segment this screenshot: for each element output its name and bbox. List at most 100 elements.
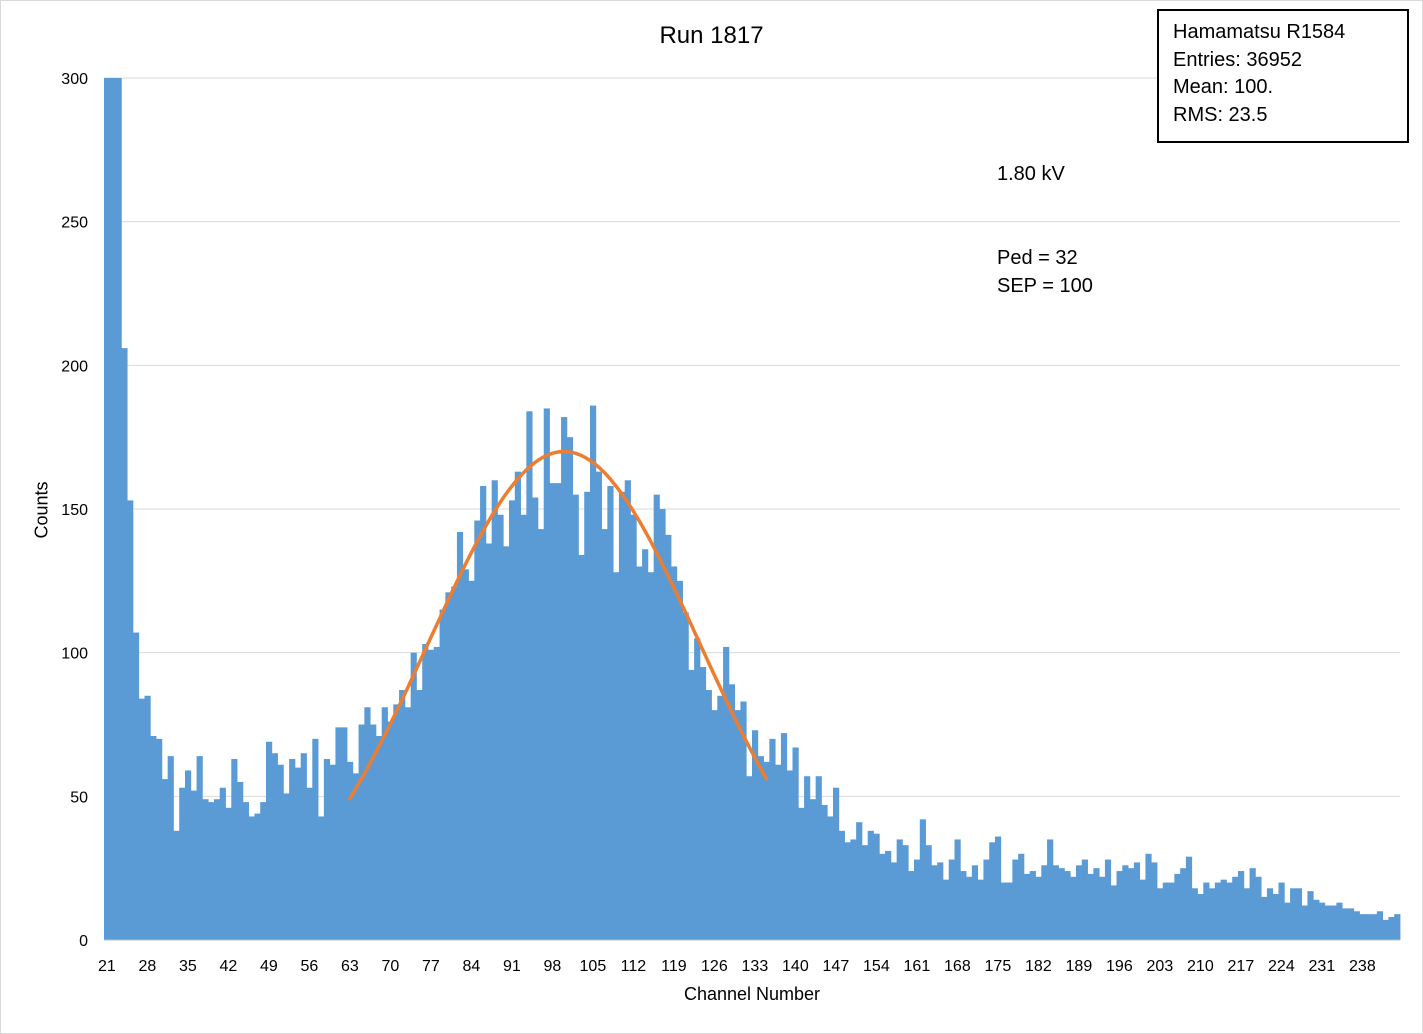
histogram-bar bbox=[237, 781, 244, 940]
x-tick-label: 133 bbox=[742, 958, 769, 975]
histogram-bar bbox=[867, 830, 874, 940]
grid-lines bbox=[104, 77, 1400, 797]
histogram-bar bbox=[873, 833, 880, 940]
histogram-bar bbox=[752, 730, 759, 940]
histogram-bar bbox=[786, 770, 793, 940]
histogram-bar bbox=[653, 494, 660, 940]
histogram-bar bbox=[1162, 882, 1169, 940]
histogram-bar bbox=[1232, 876, 1239, 940]
y-tick-label: 300 bbox=[61, 71, 88, 88]
histogram-bar bbox=[167, 756, 174, 940]
histogram-bar bbox=[1185, 856, 1193, 940]
histogram-bar bbox=[1058, 868, 1065, 940]
histogram-bar bbox=[896, 839, 903, 940]
histogram-bar bbox=[1006, 882, 1013, 940]
x-tick-label: 175 bbox=[985, 958, 1012, 975]
x-tick-label: 70 bbox=[381, 958, 399, 975]
histogram-bar bbox=[1353, 911, 1360, 940]
histogram-bar bbox=[1243, 888, 1250, 940]
histogram-bar bbox=[1133, 862, 1141, 940]
histogram-bar bbox=[132, 632, 140, 940]
histogram-bar bbox=[115, 78, 122, 940]
histogram-bar bbox=[202, 799, 209, 940]
x-tick-label: 126 bbox=[701, 958, 728, 975]
x-tick-label: 147 bbox=[823, 958, 850, 975]
histogram-bar bbox=[179, 787, 186, 940]
histogram-bar bbox=[971, 865, 979, 940]
histogram-bar bbox=[1295, 888, 1303, 940]
histogram-bar bbox=[908, 871, 915, 940]
histogram-bar bbox=[1249, 868, 1256, 940]
histogram-bar bbox=[1336, 902, 1343, 940]
histogram-bar bbox=[1191, 888, 1198, 940]
histogram-bar bbox=[520, 514, 527, 940]
histogram-bar bbox=[902, 845, 909, 940]
histogram-bar bbox=[942, 879, 950, 940]
x-tick-label: 28 bbox=[138, 958, 156, 975]
histogram-bar bbox=[173, 830, 180, 940]
histogram-bar bbox=[526, 411, 533, 941]
x-tick-label: 161 bbox=[904, 958, 931, 975]
histogram-bar bbox=[318, 816, 325, 940]
histogram-bar bbox=[1081, 859, 1088, 940]
histogram-bar bbox=[798, 807, 805, 940]
histogram-bar bbox=[572, 494, 579, 940]
histogram-bar bbox=[775, 764, 782, 940]
histogram-bar bbox=[254, 813, 261, 940]
histogram-bar bbox=[671, 566, 678, 940]
histogram-bar bbox=[439, 609, 446, 940]
histogram-bar bbox=[676, 580, 683, 940]
histogram-bar bbox=[1272, 894, 1279, 940]
x-tick-label: 217 bbox=[1228, 958, 1255, 975]
histogram-bar bbox=[503, 546, 510, 940]
histogram-bar bbox=[717, 695, 724, 940]
histogram-bar bbox=[1104, 859, 1112, 940]
histogram-bar bbox=[537, 529, 545, 940]
x-tick-label: 119 bbox=[661, 958, 687, 975]
histogram-bar bbox=[844, 842, 851, 940]
histogram-bar bbox=[456, 531, 464, 940]
x-tick-label: 224 bbox=[1268, 958, 1295, 975]
histogram-bar bbox=[954, 839, 961, 940]
histogram-bar bbox=[509, 500, 516, 940]
histogram-bar bbox=[312, 738, 319, 940]
histogram-bar bbox=[804, 776, 811, 940]
histogram-bar bbox=[977, 879, 984, 940]
stats-box: Hamamatsu R1584 Entries: 36952 Mean: 100… bbox=[1157, 9, 1409, 143]
histogram-bar bbox=[763, 761, 770, 940]
histogram-bar bbox=[636, 566, 643, 940]
histogram-bar bbox=[1330, 905, 1337, 940]
histogram-bar bbox=[1012, 859, 1019, 940]
y-tick-label: 50 bbox=[70, 789, 88, 806]
histogram-bar bbox=[989, 842, 996, 940]
histogram-bar bbox=[543, 408, 550, 940]
histogram-bar bbox=[931, 865, 938, 940]
histogram-bar bbox=[607, 486, 614, 940]
histogram-bar bbox=[462, 569, 469, 940]
histogram-bar bbox=[815, 776, 822, 940]
x-tick-label: 77 bbox=[422, 958, 440, 975]
histogram-bar bbox=[740, 701, 747, 940]
histogram-bar bbox=[561, 417, 568, 940]
y-axis-label: Counts bbox=[31, 481, 52, 539]
histogram-bar bbox=[1376, 911, 1384, 940]
histogram-bar bbox=[809, 799, 817, 940]
histogram-bar bbox=[728, 684, 736, 940]
x-tick-label: 182 bbox=[1025, 958, 1052, 975]
histogram-bar bbox=[1342, 908, 1349, 940]
histogram-bar bbox=[1382, 919, 1389, 940]
stats-device: Hamamatsu R1584 bbox=[1173, 21, 1346, 43]
x-tick-label: 238 bbox=[1349, 958, 1376, 975]
histogram-bar bbox=[1168, 882, 1175, 940]
histogram-bar bbox=[705, 690, 712, 940]
histogram-bar bbox=[370, 724, 377, 940]
x-tick-label: 210 bbox=[1187, 958, 1214, 975]
histogram-bar bbox=[196, 756, 203, 940]
histogram-bar bbox=[618, 491, 626, 940]
histogram-bar bbox=[613, 572, 620, 940]
histogram-bar bbox=[1029, 871, 1036, 940]
histogram-bar bbox=[578, 554, 585, 940]
histogram-bar bbox=[1307, 891, 1314, 940]
histogram-bar bbox=[699, 667, 707, 940]
histogram-bar bbox=[1099, 876, 1106, 940]
